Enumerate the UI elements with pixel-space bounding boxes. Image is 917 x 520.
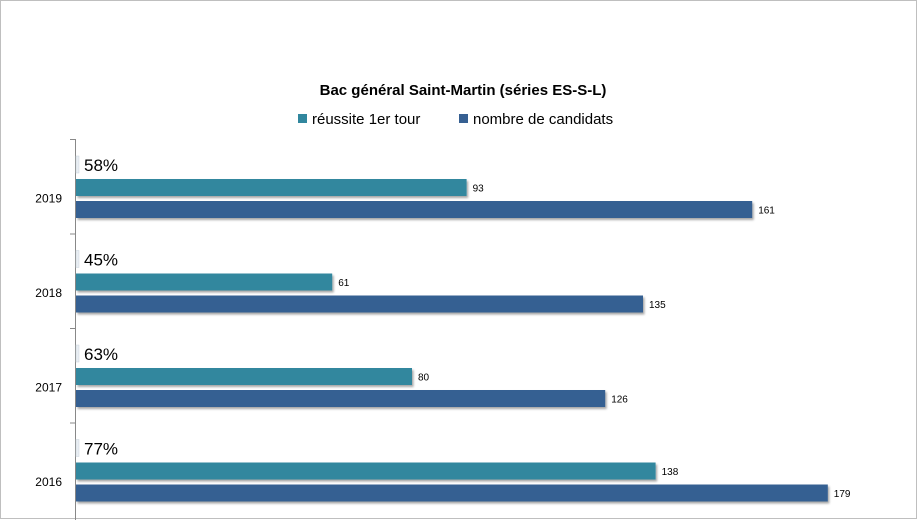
y-tick-label: 2019	[35, 192, 62, 206]
annotation-bar	[75, 155, 80, 174]
data-label: 179	[834, 489, 851, 500]
bar-candidats	[76, 484, 828, 502]
data-label: 61	[338, 278, 350, 289]
chart-title: Bac général Saint-Martin (séries ES-S-L)	[320, 82, 607, 99]
annotation-bar	[75, 344, 80, 363]
legend-label-1: réussite 1er tour	[312, 111, 420, 128]
bar-reussite	[76, 273, 333, 291]
y-tick-label: 2017	[35, 381, 62, 395]
bar-candidats	[76, 390, 606, 407]
data-label: 80	[418, 373, 430, 384]
legend-swatch-1	[298, 114, 307, 123]
bar-candidats	[76, 201, 753, 218]
data-label: 135	[649, 300, 666, 311]
bar-reussite	[76, 179, 467, 196]
y-tick-label: 2016	[35, 475, 62, 489]
data-label: 161	[758, 206, 775, 217]
legend-label-2: nombre de candidats	[473, 111, 613, 128]
percentage-label: 45%	[84, 251, 118, 270]
percentage-label: 63%	[84, 345, 118, 364]
data-label: 93	[473, 184, 485, 195]
legend: réussite 1er tour nombre de candidats	[298, 111, 613, 128]
data-label: 138	[662, 467, 679, 478]
y-tick-label: 2018	[35, 286, 62, 300]
legend-swatch-2	[459, 114, 468, 123]
bar-reussite	[76, 462, 656, 480]
plot-area: 2019 58% 93 161 2018 45% 61 135 2017 63% 80 126 2016…	[35, 139, 851, 520]
bar-reussite	[76, 368, 412, 385]
data-label: 126	[611, 395, 628, 406]
annotation-bar	[75, 439, 80, 457]
percentage-label: 58%	[84, 156, 118, 175]
bar-candidats	[76, 295, 643, 313]
percentage-label: 77%	[84, 440, 118, 459]
annotation-bar	[75, 250, 80, 268]
